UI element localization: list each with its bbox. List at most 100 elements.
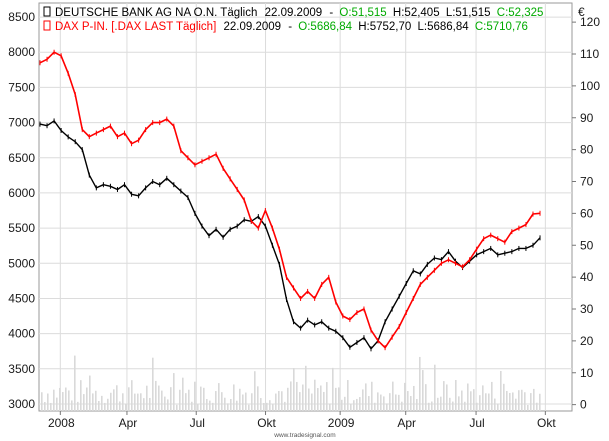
volume-bar [398, 394, 400, 411]
volume-bar [137, 393, 139, 411]
volume-bar [512, 392, 514, 411]
volume-bar [227, 403, 229, 411]
volume-bar [428, 402, 430, 411]
volume-bar [329, 403, 331, 411]
legend-dax-open: O:5686,84 [298, 21, 352, 33]
volume-bar [347, 380, 349, 411]
volume-bar [401, 401, 403, 411]
right-tick-label: 20 [580, 334, 594, 348]
volume-bar [482, 385, 484, 411]
volume-bar [353, 400, 355, 411]
volume-bar [389, 393, 391, 411]
volume-bar [407, 391, 409, 411]
legend-db-open: O:51,515 [339, 7, 386, 19]
volume-bar [203, 387, 205, 411]
volume-bar [431, 401, 433, 411]
volume-bar [374, 402, 376, 411]
volume-bar [233, 384, 235, 411]
volume-bar [191, 401, 193, 411]
volume-bar [305, 365, 307, 411]
legend-dax-close: C:5710,76 [475, 21, 528, 33]
dax-line [39, 51, 541, 349]
legend: DEUTSCHE BANK AG NA O.N. Täglich 22.09.2… [43, 6, 543, 33]
volume-bar [404, 382, 406, 411]
volume-bar [212, 402, 214, 411]
volume-bar [143, 398, 145, 411]
right-tick-label: 120 [580, 15, 600, 29]
volume-bar [314, 379, 316, 411]
volume-bar [206, 399, 208, 411]
volume-bar [101, 395, 103, 411]
volume-bar [368, 396, 370, 411]
volume-bar [113, 389, 115, 411]
legend-dax-high: H:5752,70 [358, 21, 411, 33]
volume-bar [239, 388, 241, 411]
left-tick-label: 8000 [8, 45, 35, 59]
legend-db-high: H:52,405 [393, 7, 440, 19]
legend-entry-dax: DAX P-IN. [.DAX LAST Täglich] 22.09.2009… [43, 20, 528, 33]
volume-bar [266, 402, 268, 411]
left-tick-label: 7000 [8, 116, 35, 130]
volume-bar [194, 381, 196, 411]
volume-bar [458, 396, 460, 411]
volume-bar [317, 388, 319, 411]
volume-bar [434, 364, 436, 411]
volume-bar [176, 404, 178, 411]
volume-bar [65, 387, 67, 411]
right-tick-label: 110 [580, 47, 599, 61]
volume-bar [158, 385, 160, 411]
volume-bar [362, 389, 364, 411]
volume-bar [500, 370, 502, 411]
volume-bar [140, 393, 142, 411]
volume-bar [83, 394, 85, 411]
deutsche-bank-line [39, 120, 541, 350]
volume-bar [530, 393, 532, 411]
volume-bar [41, 392, 43, 411]
volume-bar [269, 400, 271, 411]
price-series [39, 49, 541, 352]
legend-db-name: DEUTSCHE BANK AG NA O.N. Täglich [55, 7, 257, 19]
volume-bar [122, 393, 124, 411]
volume-bar [107, 398, 109, 411]
volume-bar [371, 381, 373, 411]
volume-bar [245, 392, 247, 411]
volume-bar [380, 394, 382, 411]
volume-bar [293, 368, 295, 411]
left-tick-label: 7500 [8, 80, 35, 94]
volume-bar [410, 396, 412, 411]
volume-bar [515, 398, 517, 411]
volume-bar [188, 389, 190, 411]
volume-bar [260, 398, 262, 411]
volume-bar [326, 382, 328, 411]
credit-text: www.tradesignal.com [273, 432, 335, 439]
volume-bar [425, 384, 427, 411]
volume-bar [71, 400, 73, 411]
volume-bar [533, 388, 535, 411]
legend-dax-name: DAX P-IN. [.DAX LAST Täglich] [55, 21, 216, 33]
volume-bar [365, 383, 367, 411]
volume-bar [248, 404, 250, 411]
volume-bar [341, 399, 343, 411]
volume-bar [461, 390, 463, 411]
volume-bar [452, 401, 454, 411]
volume-bar [50, 402, 52, 411]
volume-bar [467, 383, 469, 411]
volume-bar [422, 370, 424, 411]
volume-bar [179, 389, 181, 411]
volume-bar [236, 400, 238, 411]
volume-bar [173, 373, 175, 411]
right-tick-label: 50 [580, 238, 594, 252]
volume-bar [167, 399, 169, 411]
volume-bar [308, 388, 310, 411]
left-axis: 3000 3500 4000 4500 5000 5500 6000 6500 7000 7500… [8, 10, 35, 411]
volume-bar [209, 400, 211, 411]
volume-bar [221, 392, 223, 411]
volume-bar [224, 397, 226, 411]
volume-bar [272, 404, 274, 411]
left-tick-label: 3500 [8, 362, 35, 376]
volume-bar [110, 392, 112, 411]
volume-bar [254, 371, 256, 411]
volume-bar [332, 367, 334, 411]
volume-bar [98, 401, 100, 411]
volume-bar [419, 356, 421, 411]
